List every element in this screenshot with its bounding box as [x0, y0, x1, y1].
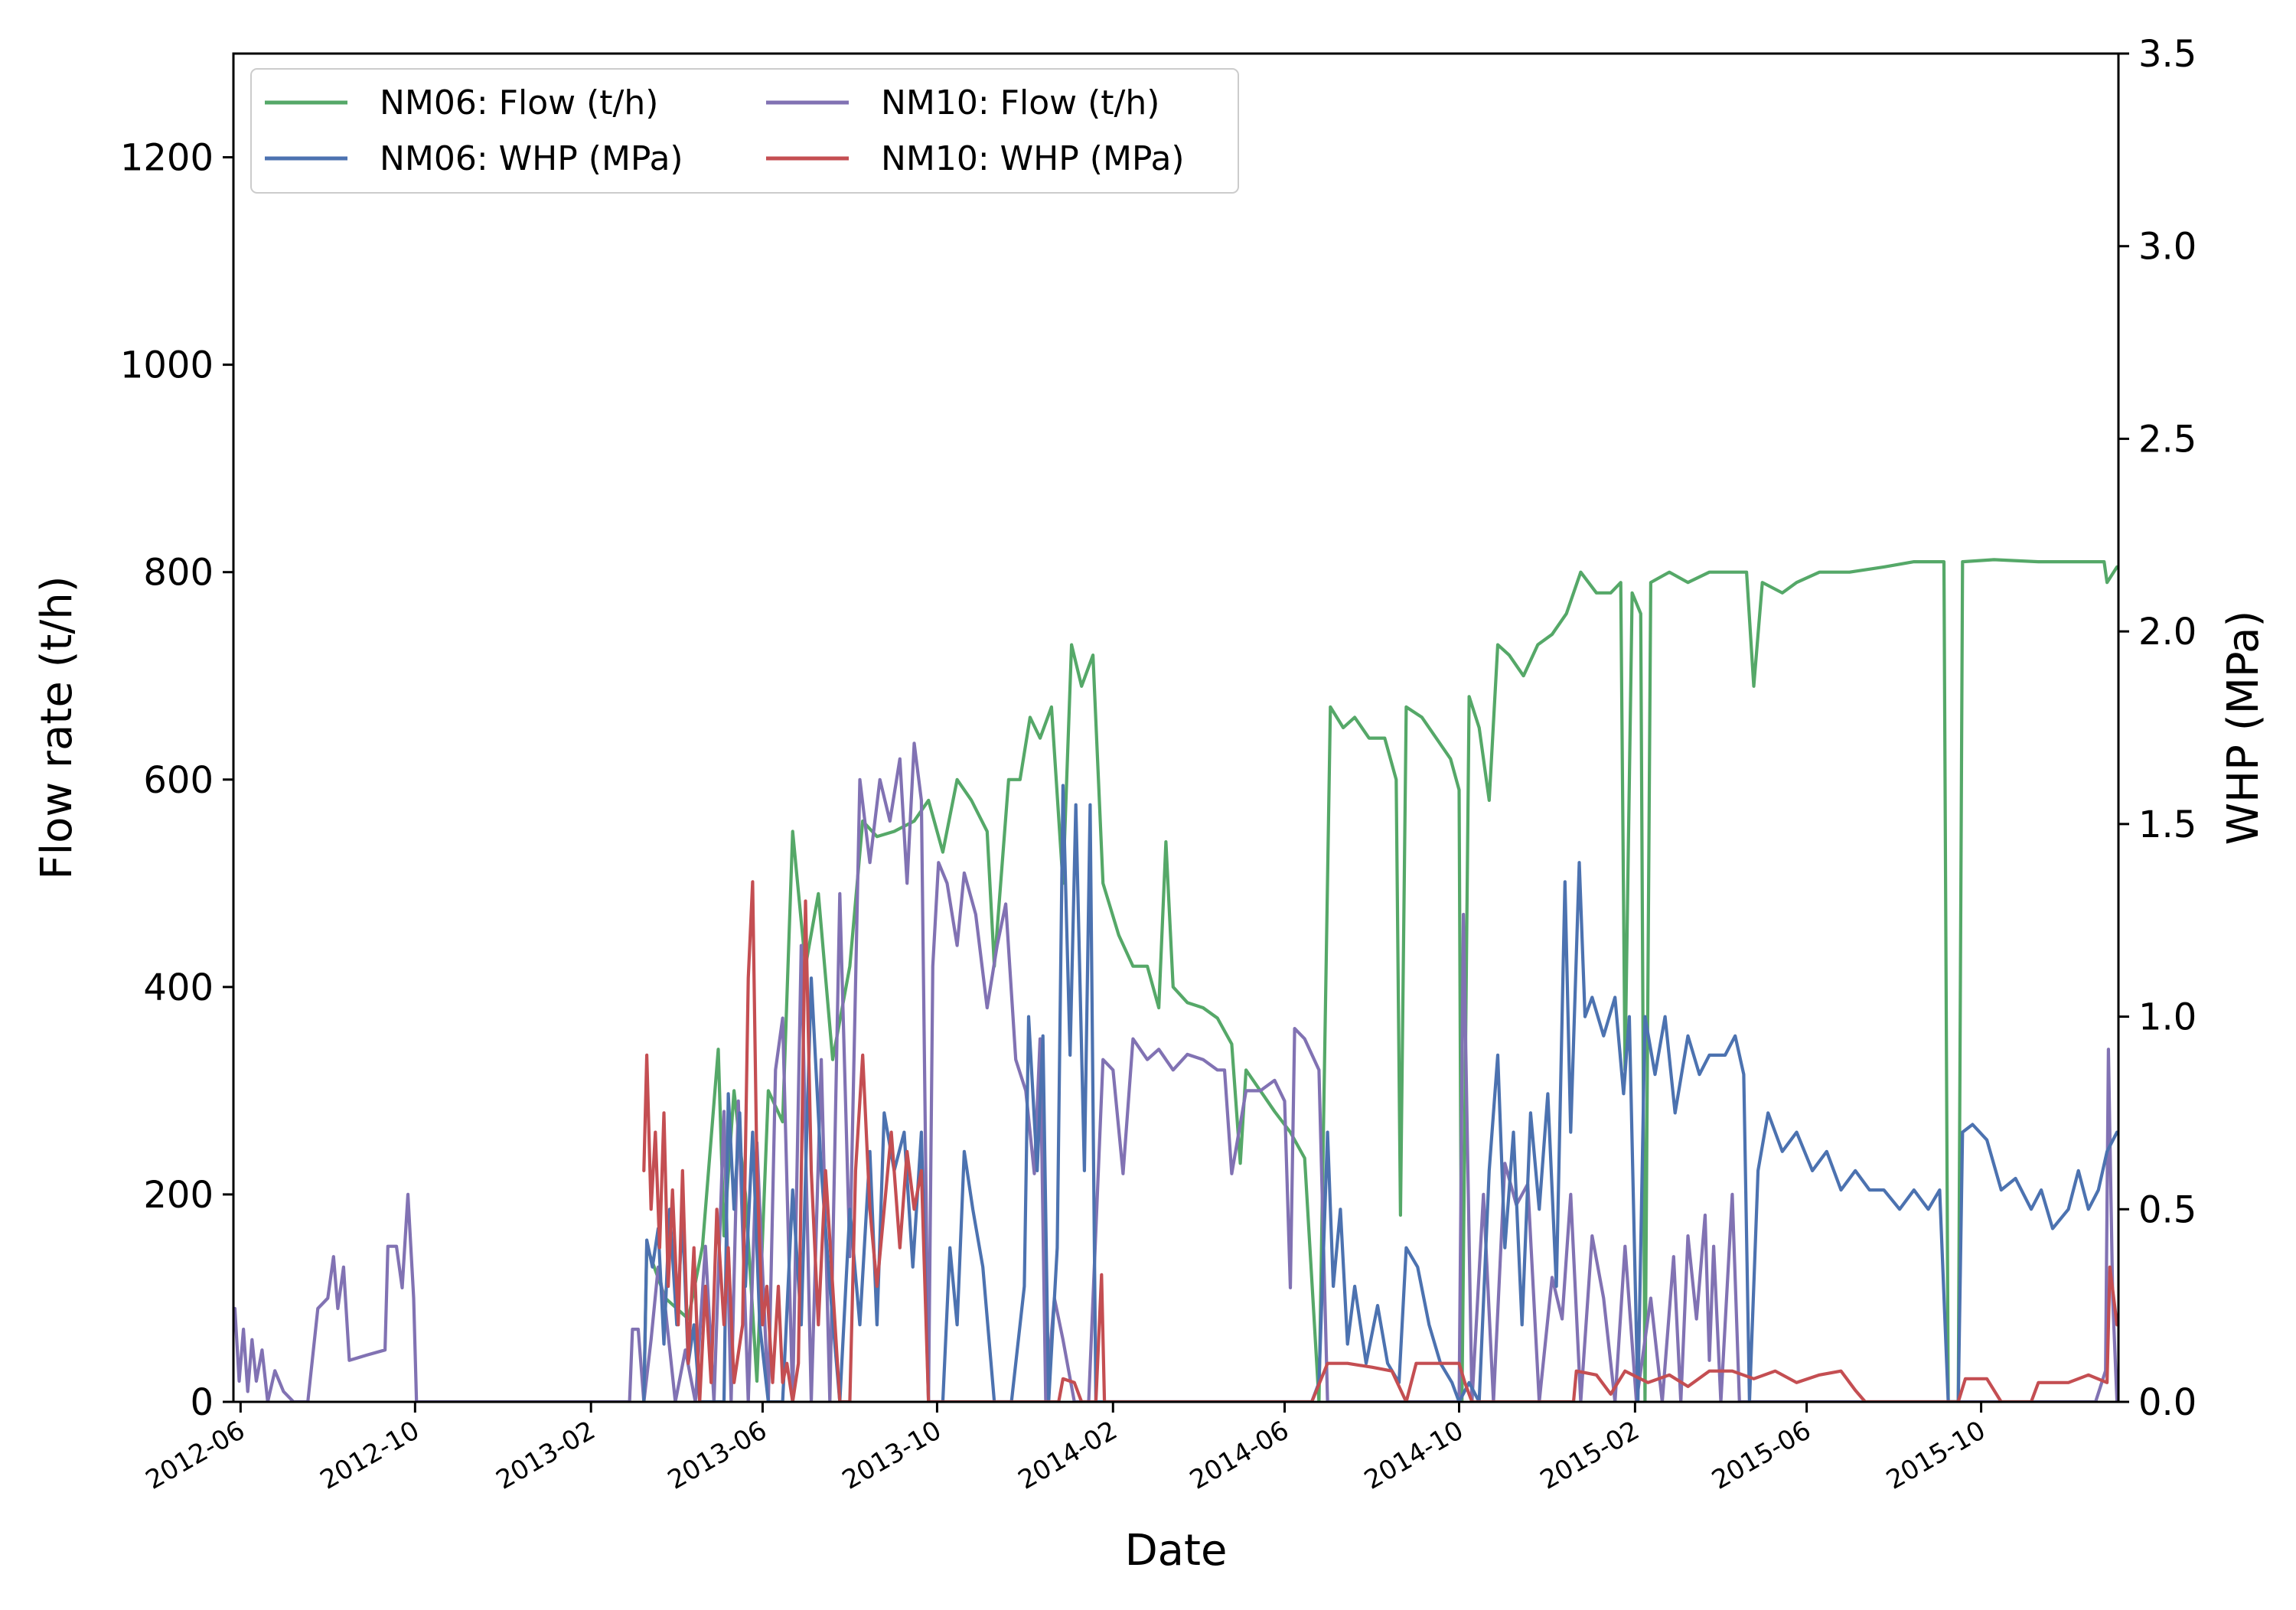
y-left-tick-label: 600	[143, 759, 214, 802]
y-left-tick-label: 1200	[120, 137, 214, 180]
legend-label: NM06: WHP (MPa)	[380, 139, 683, 178]
legend-label: NM10: WHP (MPa)	[881, 139, 1185, 178]
y-right-tick-label: 3.0	[2138, 226, 2197, 269]
series-line-2	[233, 741, 2118, 1402]
y-left-tick-label: 800	[143, 552, 214, 595]
legend-box	[250, 68, 1239, 194]
legend-label: NM06: Flow (t/h)	[380, 83, 658, 122]
y-right-tick-label: 0.5	[2138, 1188, 2197, 1231]
y-left-tick-label: 400	[143, 966, 214, 1009]
y-right-tick-label: 3.5	[2138, 33, 2197, 76]
series-line-4	[642, 880, 2118, 1402]
y-left-tick-label: 0	[190, 1381, 214, 1424]
y-right-tick-label: 1.0	[2138, 996, 2197, 1039]
x-axis-title: Date	[1125, 1526, 1228, 1576]
plot-frame	[232, 52, 2120, 1403]
legend: NM06: Flow (t/h) NM06: WHP (MPa) NM10: Flo…	[250, 68, 1239, 194]
y-axis-title-right: WHP (MPa)	[2219, 611, 2268, 846]
y-right-tick-label: 2.0	[2138, 611, 2197, 653]
y-right-tick-label: 2.5	[2138, 418, 2197, 461]
legend-label: NM10: Flow (t/h)	[881, 83, 1159, 122]
series-layer	[233, 558, 2118, 1402]
y-right-tick-label: 1.5	[2138, 803, 2197, 846]
y-axis-title-left: Flow rate (t/h)	[32, 575, 82, 879]
y-right-tick-label: 0.0	[2138, 1381, 2197, 1424]
y-left-tick-label: 200	[143, 1174, 214, 1217]
y-left-tick-label: 1000	[120, 344, 214, 387]
